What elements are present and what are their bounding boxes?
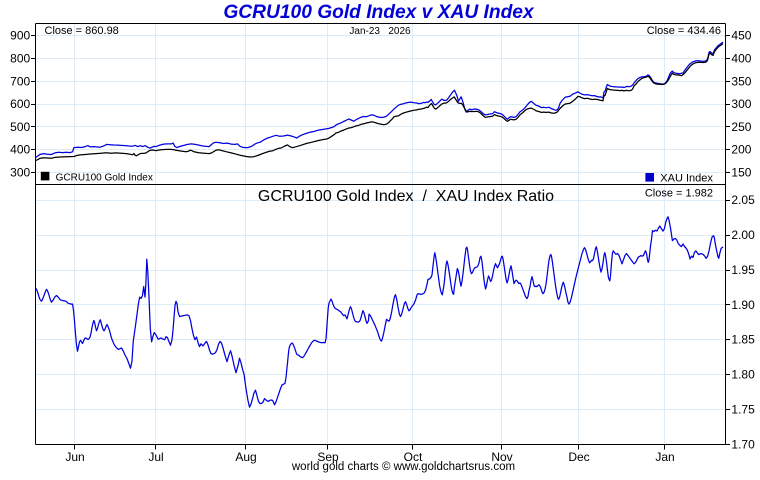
svg-text:1.80: 1.80 <box>731 368 755 382</box>
svg-text:700: 700 <box>10 74 30 88</box>
svg-text:400: 400 <box>10 143 30 157</box>
svg-text:Aug: Aug <box>235 450 256 464</box>
svg-text:GCRU100 Gold Index / XAU Ind: GCRU100 Gold Index / XAU Index Ratio <box>258 188 554 205</box>
svg-text:Jan: Jan <box>655 450 674 464</box>
svg-text:XAU Index: XAU Index <box>660 173 713 185</box>
svg-text:2.05: 2.05 <box>731 193 755 207</box>
svg-text:1.75: 1.75 <box>731 402 755 416</box>
svg-text:150: 150 <box>731 165 751 179</box>
svg-text:Jul: Jul <box>148 450 163 464</box>
svg-text:Jun: Jun <box>65 450 84 464</box>
svg-text:300: 300 <box>731 97 751 111</box>
svg-text:Jan-23 2026: Jan-23 2026 <box>349 26 411 37</box>
svg-text:1.70: 1.70 <box>731 438 755 452</box>
svg-text:Close = 1.982: Close = 1.982 <box>645 188 713 200</box>
svg-text:Oct: Oct <box>404 450 423 464</box>
svg-text:350: 350 <box>731 74 751 88</box>
svg-text:900: 900 <box>10 29 30 43</box>
svg-text:800: 800 <box>10 52 30 66</box>
svg-text:200: 200 <box>731 143 751 157</box>
svg-text:world gold charts © www.goldch: world gold charts © www.goldchartsrus.co… <box>291 461 515 473</box>
svg-text:1.95: 1.95 <box>731 263 755 277</box>
svg-text:450: 450 <box>731 29 751 43</box>
svg-text:Close = 860.98: Close = 860.98 <box>45 25 119 37</box>
svg-text:Dec: Dec <box>568 450 589 464</box>
svg-text:400: 400 <box>731 52 751 66</box>
svg-text:GCRU100 Gold Index: GCRU100 Gold Index <box>56 173 153 184</box>
svg-text:GCRU100 Gold Index v XAU Index: GCRU100 Gold Index v XAU Index <box>223 2 535 23</box>
svg-text:1.85: 1.85 <box>731 333 755 347</box>
svg-text:Nov: Nov <box>491 450 512 464</box>
svg-text:Sep: Sep <box>317 450 339 464</box>
svg-text:250: 250 <box>731 120 751 134</box>
svg-text:2.00: 2.00 <box>731 228 755 242</box>
svg-text:300: 300 <box>10 165 30 179</box>
svg-text:500: 500 <box>10 120 30 134</box>
svg-text:1.90: 1.90 <box>731 298 755 312</box>
svg-text:Close = 434.46: Close = 434.46 <box>647 25 721 37</box>
svg-text:600: 600 <box>10 97 30 111</box>
